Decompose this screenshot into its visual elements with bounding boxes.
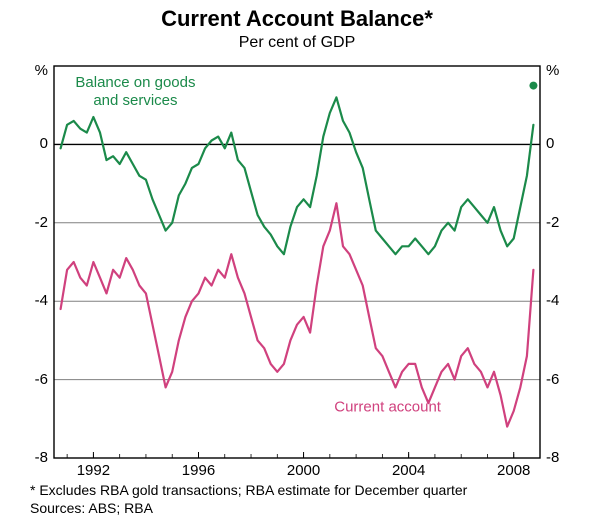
axis-tick-label: 1992 bbox=[77, 462, 110, 479]
axis-tick-label: 2000 bbox=[287, 462, 320, 479]
axis-tick-label: 1996 bbox=[182, 462, 215, 479]
chart-footnote: * Excludes RBA gold transactions; RBA es… bbox=[30, 482, 467, 517]
axis-tick-label: -6 bbox=[546, 371, 559, 388]
axis-tick-label: % bbox=[546, 62, 559, 79]
axis-tick-label: 0 bbox=[8, 135, 48, 152]
axis-tick-label: -8 bbox=[546, 449, 559, 466]
footnote-text: * Excludes RBA gold transactions; RBA es… bbox=[30, 482, 467, 500]
axis-tick-label: 2004 bbox=[392, 462, 425, 479]
axis-tick-label: -6 bbox=[8, 371, 48, 388]
axis-tick-label: -4 bbox=[8, 292, 48, 309]
axis-tick-label: % bbox=[8, 62, 48, 79]
series-label: Current account bbox=[334, 398, 441, 415]
sources-text: Sources: ABS; RBA bbox=[30, 500, 467, 518]
series-label: Balance on goods and services bbox=[75, 74, 195, 109]
axis-tick-label: -2 bbox=[546, 214, 559, 231]
axis-tick-label: -8 bbox=[8, 449, 48, 466]
axis-tick-label: 2008 bbox=[497, 462, 530, 479]
axis-tick-label: -2 bbox=[8, 214, 48, 231]
axis-tick-label: 0 bbox=[546, 135, 554, 152]
axis-tick-label: -4 bbox=[546, 292, 559, 309]
